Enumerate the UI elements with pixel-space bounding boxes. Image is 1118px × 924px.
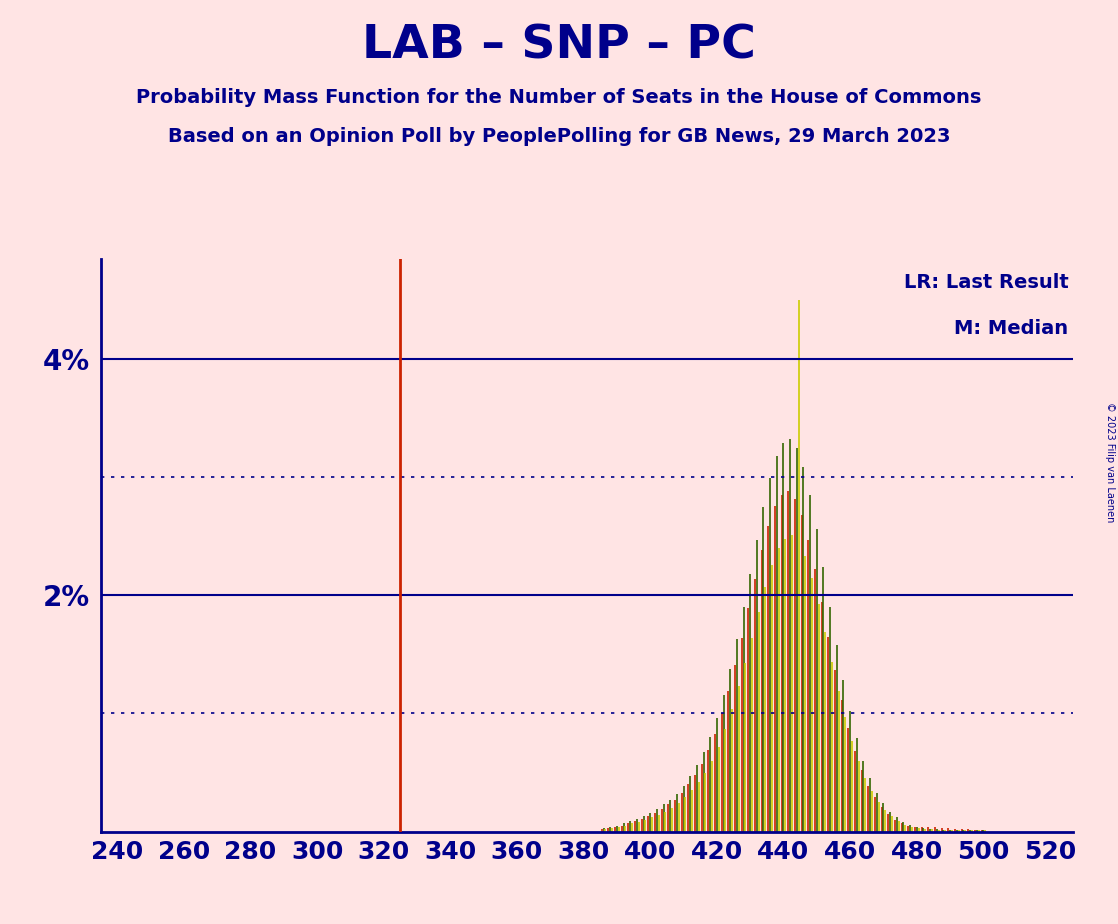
Text: Probability Mass Function for the Number of Seats in the House of Commons: Probability Mass Function for the Number… [136, 88, 982, 107]
Text: M: Median: M: Median [955, 319, 1069, 338]
Text: LAB – SNP – PC: LAB – SNP – PC [362, 23, 756, 68]
Text: © 2023 Filip van Laenen: © 2023 Filip van Laenen [1106, 402, 1115, 522]
Text: LR: Last Result: LR: Last Result [903, 274, 1069, 292]
Text: Based on an Opinion Poll by PeoplePolling for GB News, 29 March 2023: Based on an Opinion Poll by PeoplePollin… [168, 127, 950, 146]
